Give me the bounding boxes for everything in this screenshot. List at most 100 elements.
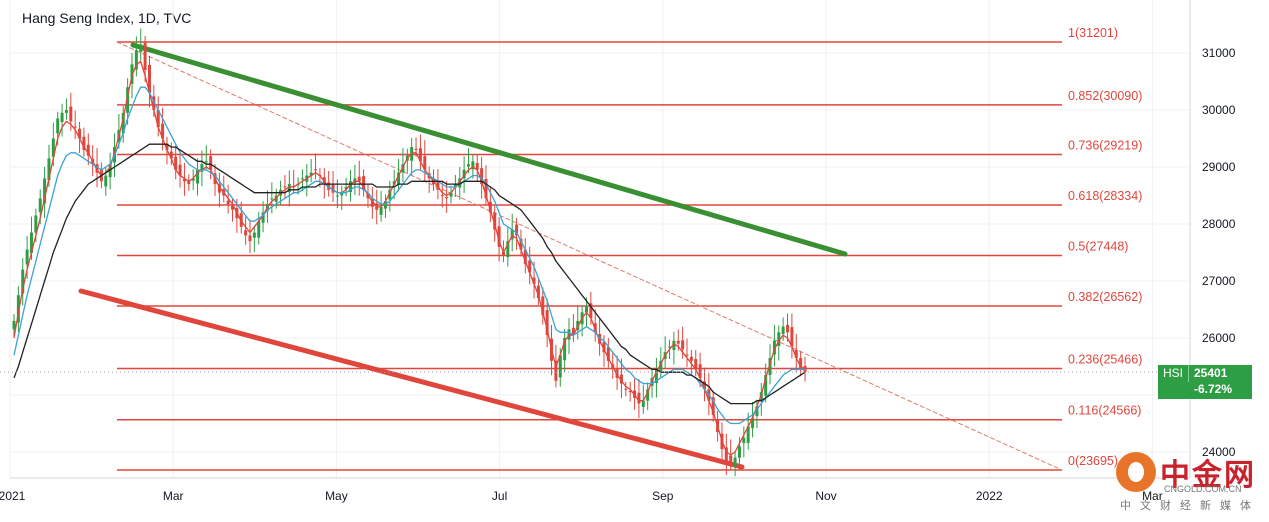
candle-body: [29, 232, 33, 254]
trendlines: [78, 41, 1063, 471]
candle-body: [729, 455, 733, 464]
last-price-tag: HSI 25401 -6.72%: [1158, 365, 1252, 399]
x-tick-label: Jul: [492, 489, 507, 503]
candle-body: [95, 164, 99, 173]
candle-body: [694, 359, 698, 370]
candle-body: [733, 457, 737, 467]
candle-body: [25, 249, 29, 265]
candle-body: [248, 235, 252, 242]
candle-body: [764, 375, 768, 396]
candle-body: [510, 229, 514, 240]
candle-body: [21, 269, 25, 294]
candle-body: [344, 186, 348, 190]
candle-body: [794, 349, 798, 358]
fib-level-label: 0(23695): [1068, 454, 1118, 468]
candle-body: [204, 161, 208, 163]
candle-body: [786, 324, 790, 333]
brand-logo-icon: [1116, 452, 1156, 492]
candle-body: [737, 446, 741, 458]
candle-body: [698, 364, 702, 378]
candle-body: [466, 164, 470, 167]
candle-body: [624, 388, 628, 390]
candle-body: [628, 391, 632, 393]
candle-body: [134, 50, 138, 70]
candle-body: [462, 169, 466, 179]
x-tick-label: May: [325, 489, 348, 503]
candle-body: [287, 184, 291, 193]
watermark-url: CNGOLD.COM.CN: [1164, 484, 1242, 494]
candle-body: [602, 341, 606, 353]
candle-body: [300, 178, 304, 180]
candle-body: [147, 64, 151, 93]
fib-level-label: 0.236(25466): [1068, 352, 1142, 366]
candle-body: [397, 172, 401, 185]
watermark-brand: 中金网: [1160, 458, 1256, 493]
fib-level-label: 0.382(26562): [1068, 290, 1142, 304]
candle-body: [790, 327, 794, 347]
candle-body: [606, 347, 610, 361]
candle-body: [335, 195, 339, 197]
x-tick-label: Nov: [815, 489, 836, 503]
candle-body: [724, 447, 728, 461]
candle-body: [226, 200, 230, 205]
candle-body: [480, 168, 484, 185]
candle-body: [668, 346, 672, 348]
candle-body: [742, 437, 746, 443]
y-tick-label: 24000: [1202, 445, 1236, 459]
candle-body: [362, 176, 366, 190]
candle-body: [519, 238, 523, 250]
candle-body: [401, 164, 405, 173]
candle-body: [619, 374, 623, 384]
candle-body: [449, 192, 453, 197]
candle-body: [82, 136, 86, 150]
fib-level-label: 0.618(28334): [1068, 189, 1142, 203]
candle-body: [156, 110, 160, 128]
trendline-diagonal-dashed: [116, 41, 1063, 471]
candle-body: [161, 123, 165, 139]
candle-body: [349, 181, 353, 193]
candles: [12, 28, 807, 477]
candle-body: [217, 184, 221, 193]
candle-body: [777, 332, 781, 346]
candle-body: [646, 389, 650, 401]
y-tick-label: 29000: [1202, 160, 1236, 174]
candle-body: [772, 340, 776, 355]
candle-body: [86, 144, 90, 156]
candle-body: [108, 164, 112, 178]
price-tag-change: -6.72%: [1194, 382, 1233, 396]
candle-body: [56, 118, 60, 134]
price-tag-value: 25401: [1194, 366, 1228, 380]
candle-body: [340, 192, 344, 196]
candle-body: [768, 357, 772, 376]
axes: 2021 Mar May Jul Sep Nov 2022 Mar 31000 30000 2900…: [0, 0, 1236, 503]
candle-body: [445, 197, 449, 199]
candle-body: [589, 303, 593, 319]
fib-level-label: 0.5(27448): [1068, 239, 1128, 253]
candle-body: [672, 340, 676, 350]
candle-body: [34, 215, 38, 233]
fib-retracement: 1(31201) 0.852(30090) 0.736(29219) 0.618(28…: [117, 26, 1142, 471]
candle-body: [187, 181, 191, 185]
candle-body: [554, 360, 558, 381]
candle-body: [751, 417, 755, 429]
candle-body: [410, 147, 414, 161]
candle-body: [536, 285, 540, 299]
candle-body: [152, 96, 156, 110]
candle-body: [47, 158, 51, 181]
grid: [9, 0, 1190, 478]
candle-body: [139, 44, 143, 52]
candle-body: [60, 112, 64, 122]
candle-body: [641, 400, 645, 407]
y-tick-label: 30000: [1202, 103, 1236, 117]
candle-body: [12, 320, 16, 330]
candle-body: [357, 176, 361, 182]
candle-body: [571, 327, 575, 336]
candle-body: [283, 186, 287, 188]
fib-level-label: 1(31201): [1068, 26, 1118, 40]
candle-body: [16, 295, 20, 323]
ma-line-ema-fast: [13, 60, 806, 456]
candle-body: [746, 426, 750, 443]
x-tick-label: 2021: [0, 489, 26, 503]
candle-body: [563, 338, 567, 361]
